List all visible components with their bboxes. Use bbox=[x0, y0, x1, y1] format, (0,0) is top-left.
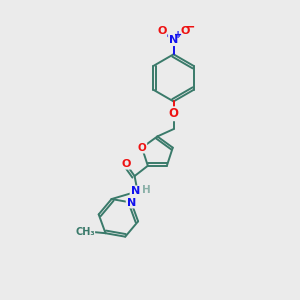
Text: N: N bbox=[127, 197, 136, 208]
Text: H: H bbox=[142, 185, 151, 195]
Text: N: N bbox=[130, 186, 140, 197]
Text: −: − bbox=[185, 20, 196, 33]
Text: O: O bbox=[138, 142, 146, 153]
Text: N: N bbox=[169, 35, 178, 45]
Text: O: O bbox=[121, 159, 130, 169]
Text: +: + bbox=[174, 30, 182, 40]
Text: O: O bbox=[169, 107, 178, 120]
Text: CH₃: CH₃ bbox=[75, 227, 95, 237]
Text: O: O bbox=[157, 26, 167, 36]
Text: O: O bbox=[181, 26, 190, 36]
